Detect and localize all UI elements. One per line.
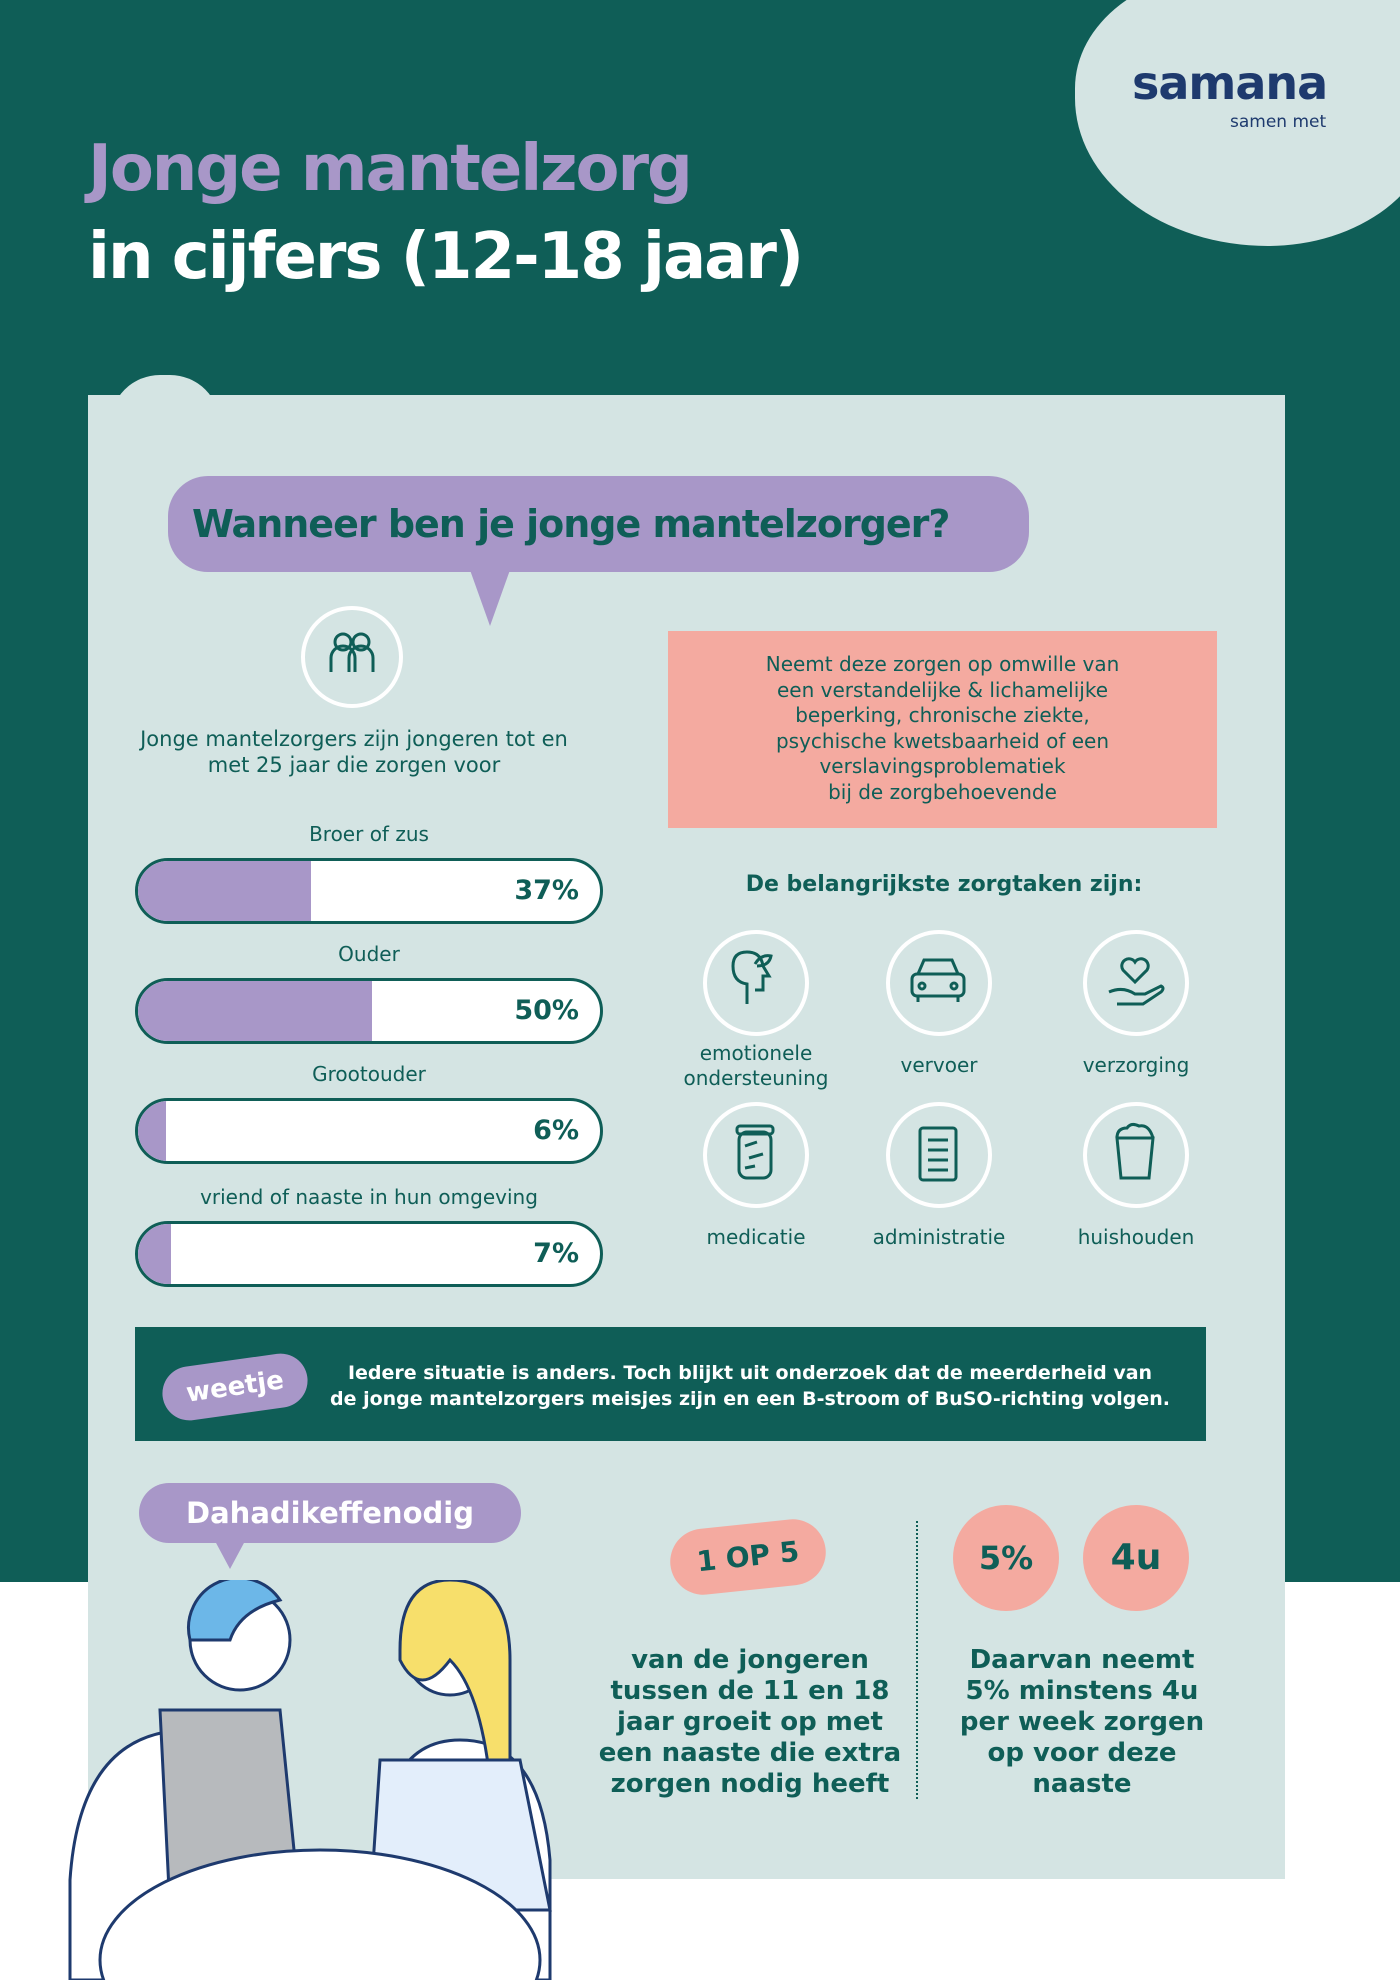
text-line: met 25 jaar die zorgen voor [207, 753, 501, 777]
divider [916, 1521, 918, 1799]
logo: samana [1132, 56, 1328, 110]
text-line: bij de zorgbehoevende [828, 779, 1057, 804]
reason-box [668, 631, 1217, 828]
task-label: vervoer [900, 1053, 978, 1077]
text-line: 5% minstens 4u [965, 1676, 1199, 1706]
text-line: jaar groeit op met [617, 1707, 883, 1737]
intro: Jonge mantelzorgers zijn jongeren tot en… [104, 726, 604, 778]
bar-value: 7% [533, 1238, 579, 1269]
illustration [68, 1580, 552, 1980]
task-icon [703, 930, 809, 1036]
reason-text: Neemt deze zorgen op omwille van een vers… [668, 652, 1217, 805]
text-line: van de jongeren [631, 1645, 869, 1675]
text-line: naaste [1032, 1769, 1132, 1799]
task-icon [886, 930, 992, 1036]
task-label: huishouden [1077, 1225, 1195, 1249]
text-line: verslavingsproblematiek [819, 754, 1066, 778]
icon [918, 1126, 958, 1182]
pointer [470, 570, 510, 626]
text-line: zorgen nodig heeft [610, 1769, 890, 1799]
bar-fill [138, 1101, 167, 1161]
text-line: op voor deze [987, 1738, 1177, 1768]
people-icon [301, 606, 403, 708]
text-line: Iedere situatie is anders. Toch blijkt u… [347, 1362, 1153, 1384]
icon [1108, 957, 1165, 1006]
title-line2: in cijfers (12-18 jaar) [88, 220, 804, 294]
stat2-badge1: 5% [953, 1505, 1059, 1611]
task-label: verzorging [1082, 1053, 1190, 1077]
task-icon [703, 1102, 809, 1208]
weetje-band [135, 1327, 1206, 1441]
bar-label: Broer of zus [309, 822, 429, 846]
icon [731, 950, 773, 1004]
task-icon [886, 1102, 992, 1208]
text-line: Daarvan neemt [969, 1645, 1195, 1675]
task-label: emotionele ondersteuning [683, 1041, 829, 1090]
tasks-title: De belangrijkste zorgtaken zijn: [745, 872, 1143, 897]
icon [910, 958, 966, 1002]
bar-value: 50% [514, 995, 579, 1026]
bubble: Dahadikeffenodig [139, 1483, 521, 1543]
bar-fill [138, 861, 312, 921]
bar-value: 37% [514, 875, 579, 906]
bar-fill [138, 981, 372, 1041]
title-line1: Jonge mantelzorg [88, 132, 693, 206]
task-icon [1083, 930, 1189, 1036]
text-line: de jonge mantelzorgers meisjes zijn en e… [329, 1388, 1171, 1410]
bar-track [135, 978, 603, 1044]
logo-tagline: samen met [1230, 112, 1327, 132]
icon [735, 1124, 775, 1180]
bar-track [135, 1221, 603, 1287]
text-line: een naaste die extra [598, 1738, 902, 1768]
text-line: beperking, chronische ziekte, [795, 703, 1090, 727]
task-icon [1083, 1102, 1189, 1208]
text-line: per week zorgen [959, 1707, 1205, 1737]
text-line: tussen de 11 en 18 [610, 1676, 890, 1706]
icon [1115, 1122, 1155, 1180]
bubble-pointer [215, 1541, 245, 1569]
text-line: een verstandelijke & lichamelijke [776, 677, 1109, 702]
weetje-text: Iedere situatie is anders. Toch blijkt u… [310, 1360, 1190, 1412]
bar-track [135, 1098, 603, 1164]
text-line: Jonge mantelzorgers zijn jongeren tot en [140, 727, 568, 751]
bar-fill [138, 1224, 171, 1284]
text-line: Neemt deze zorgen op omwille van [765, 652, 1120, 676]
bar-label: vriend of naaste in hun omgeving [200, 1185, 538, 1209]
text-line: psychische kwetsbaarheid of een [775, 728, 1110, 753]
bar-track [135, 858, 603, 924]
bar-label: Ouder [338, 942, 400, 966]
stat1-text: van de jongeren tussen de 11 en 18 jaar gr… [590, 1645, 910, 1800]
section-title: Wanneer ben je jonge mantelzorger? [168, 476, 1029, 572]
bar-value: 6% [533, 1115, 579, 1146]
bar-label: Grootouder [312, 1062, 426, 1086]
stat2-badge2: 4u [1083, 1505, 1189, 1611]
stat2-text: Daarvan neemt 5% minstens 4u per week zorg… [932, 1645, 1232, 1800]
task-label: medicatie [706, 1225, 806, 1249]
task-label: administratie [872, 1225, 1006, 1249]
